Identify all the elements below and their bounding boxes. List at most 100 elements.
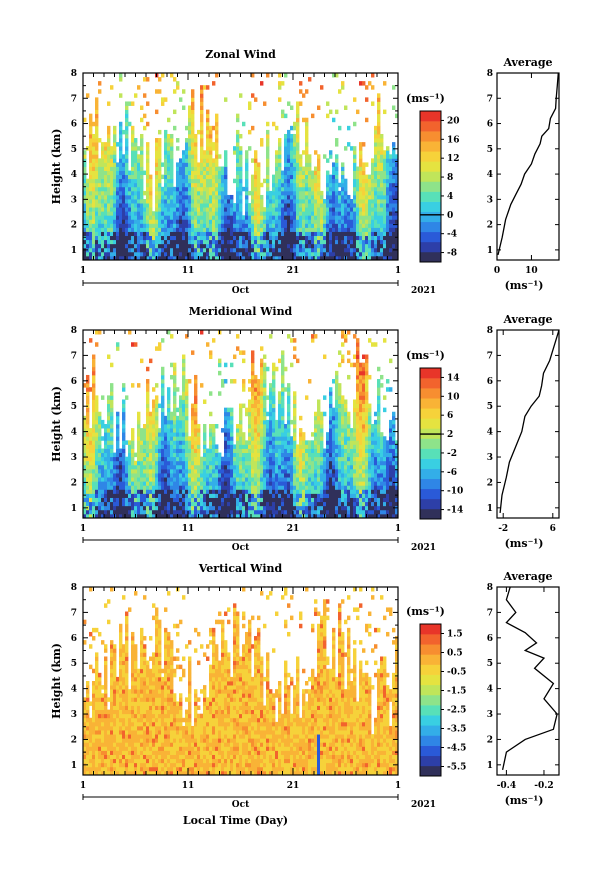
colorbar-swatch [420,131,441,142]
average-x-tick-label: -0.2 [534,781,553,791]
x-tick-label: 21 [287,266,300,276]
year-label: 2021 [411,543,436,553]
average-y-tick-label: 1 [487,246,493,256]
colorbar-swatch [420,684,441,696]
colorbar-swatch [420,674,441,686]
colorbar-swatch [420,211,441,223]
colorbar-swatch [420,508,441,520]
colorbar-swatch [420,141,441,152]
x-tick-label: 11 [182,781,195,791]
colorbar-swatch [420,654,441,665]
y-tick-label: 5 [71,659,77,669]
y-tick-label: 4 [71,170,77,180]
y-tick-label: 8 [71,583,77,593]
average-panel: Average 1 2 3 4 5 6 7 8 -0.4 -0.2 (ms⁻¹) [487,570,560,807]
average-x-tick-label: -0.4 [497,781,516,791]
average-x-tick-label: -2 [498,524,508,534]
colorbar-tick-label: 10 [447,392,460,402]
y-tick-label: 4 [71,685,77,695]
average-y-tick-label: 7 [487,351,493,361]
colorbar-swatch [420,201,441,212]
colorbar-swatch [420,745,441,757]
average-x-tick-label: 0 [494,266,500,276]
month-label: Oct [232,286,250,296]
average-x-tick-label: 6 [550,524,556,534]
average-profile-line [501,586,558,771]
colorbar-swatch [420,478,441,490]
average-panel: Average 1 2 3 4 5 6 7 8 0 10 (ms⁻¹) [487,56,560,292]
plot-title: Vertical Wind [198,562,283,575]
average-title: Average [502,570,552,583]
y-tick-label: 7 [71,351,77,361]
y-tick-label: 7 [71,94,77,104]
colorbar-tick-label: 14 [447,373,460,383]
colorbar-swatch [420,664,441,675]
colorbar-frame [419,623,442,777]
colorbar-swatch [420,438,441,449]
y-tick-label: 2 [71,221,77,231]
colorbar-swatch [420,624,441,635]
x-tick-label: 21 [287,524,300,534]
colorbar-swatch [420,644,441,655]
average-y-tick-label: 5 [487,659,493,669]
average-y-tick-label: 3 [487,710,493,720]
average-x-label: (ms⁻¹) [505,794,544,807]
average-y-tick-label: 7 [487,94,493,104]
y-axis-label: Height (km) [50,643,63,719]
y-tick-label: 1 [71,761,77,771]
colorbar-swatch [420,498,441,510]
x-tick-label: 1 [80,266,86,276]
colorbar-swatch [420,715,441,726]
average-y-tick-label: 1 [487,761,493,771]
average-y-tick-label: 6 [487,120,493,130]
colorbar-swatch [420,388,441,399]
colorbar-tick-label: -4 [447,230,457,240]
colorbar-swatch [420,378,441,389]
colorbar-swatch [420,735,441,746]
colorbar-tick-label: -0.5 [447,668,466,678]
colorbar-swatch [420,448,441,459]
colorbar-swatch [420,191,441,202]
colorbar-tick-label: -14 [447,506,463,516]
y-tick-label: 6 [71,377,77,387]
plot-title: Zonal Wind [205,48,276,61]
plot-title: Meridional Wind [189,305,293,318]
y-tick-label: 5 [71,402,77,412]
y-tick-label: 3 [71,195,77,205]
colorbar-swatch [420,251,441,263]
y-tick-label: 6 [71,120,77,130]
colorbar-tick-label: 16 [447,135,460,145]
average-x-label: (ms⁻¹) [505,279,544,292]
colorbar-swatch [420,725,441,736]
average-y-tick-label: 8 [487,583,493,593]
colorbar-swatch [420,121,441,132]
average-y-tick-label: 4 [487,685,493,695]
colorbar: (ms⁻¹) 14 10 6 2 -2 -6 -10 -14 [406,349,463,520]
colorbar-tick-label: 0.5 [447,649,463,659]
colorbar-swatch [420,181,441,192]
colorbar-tick-label: -8 [447,249,457,259]
colorbar-swatch [420,418,441,429]
y-axis-label: Height (km) [50,386,63,462]
average-y-tick-label: 1 [487,504,493,514]
colorbar-swatch [420,705,441,716]
y-tick-label: 5 [71,145,77,155]
colorbar-tick-label: -2 [447,449,457,459]
colorbar-frame [419,367,442,520]
average-frame [496,329,560,519]
colorbar-tick-label: -1.5 [447,687,466,697]
colorbar-tick-label: 1.5 [447,630,463,640]
average-y-tick-label: 5 [487,402,493,412]
colorbar: (ms⁻¹) 20 16 12 8 4 0 -4 -8 [406,92,460,263]
colorbar-tick-label: 4 [447,192,453,202]
y-tick-label: 7 [71,608,77,618]
average-title: Average [502,313,552,326]
x-tick-label: 11 [182,524,195,534]
average-title: Average [502,56,552,69]
average-y-tick-label: 2 [487,478,493,488]
colorbar-swatch [420,151,441,162]
colorbar-tick-label: 6 [447,411,453,421]
